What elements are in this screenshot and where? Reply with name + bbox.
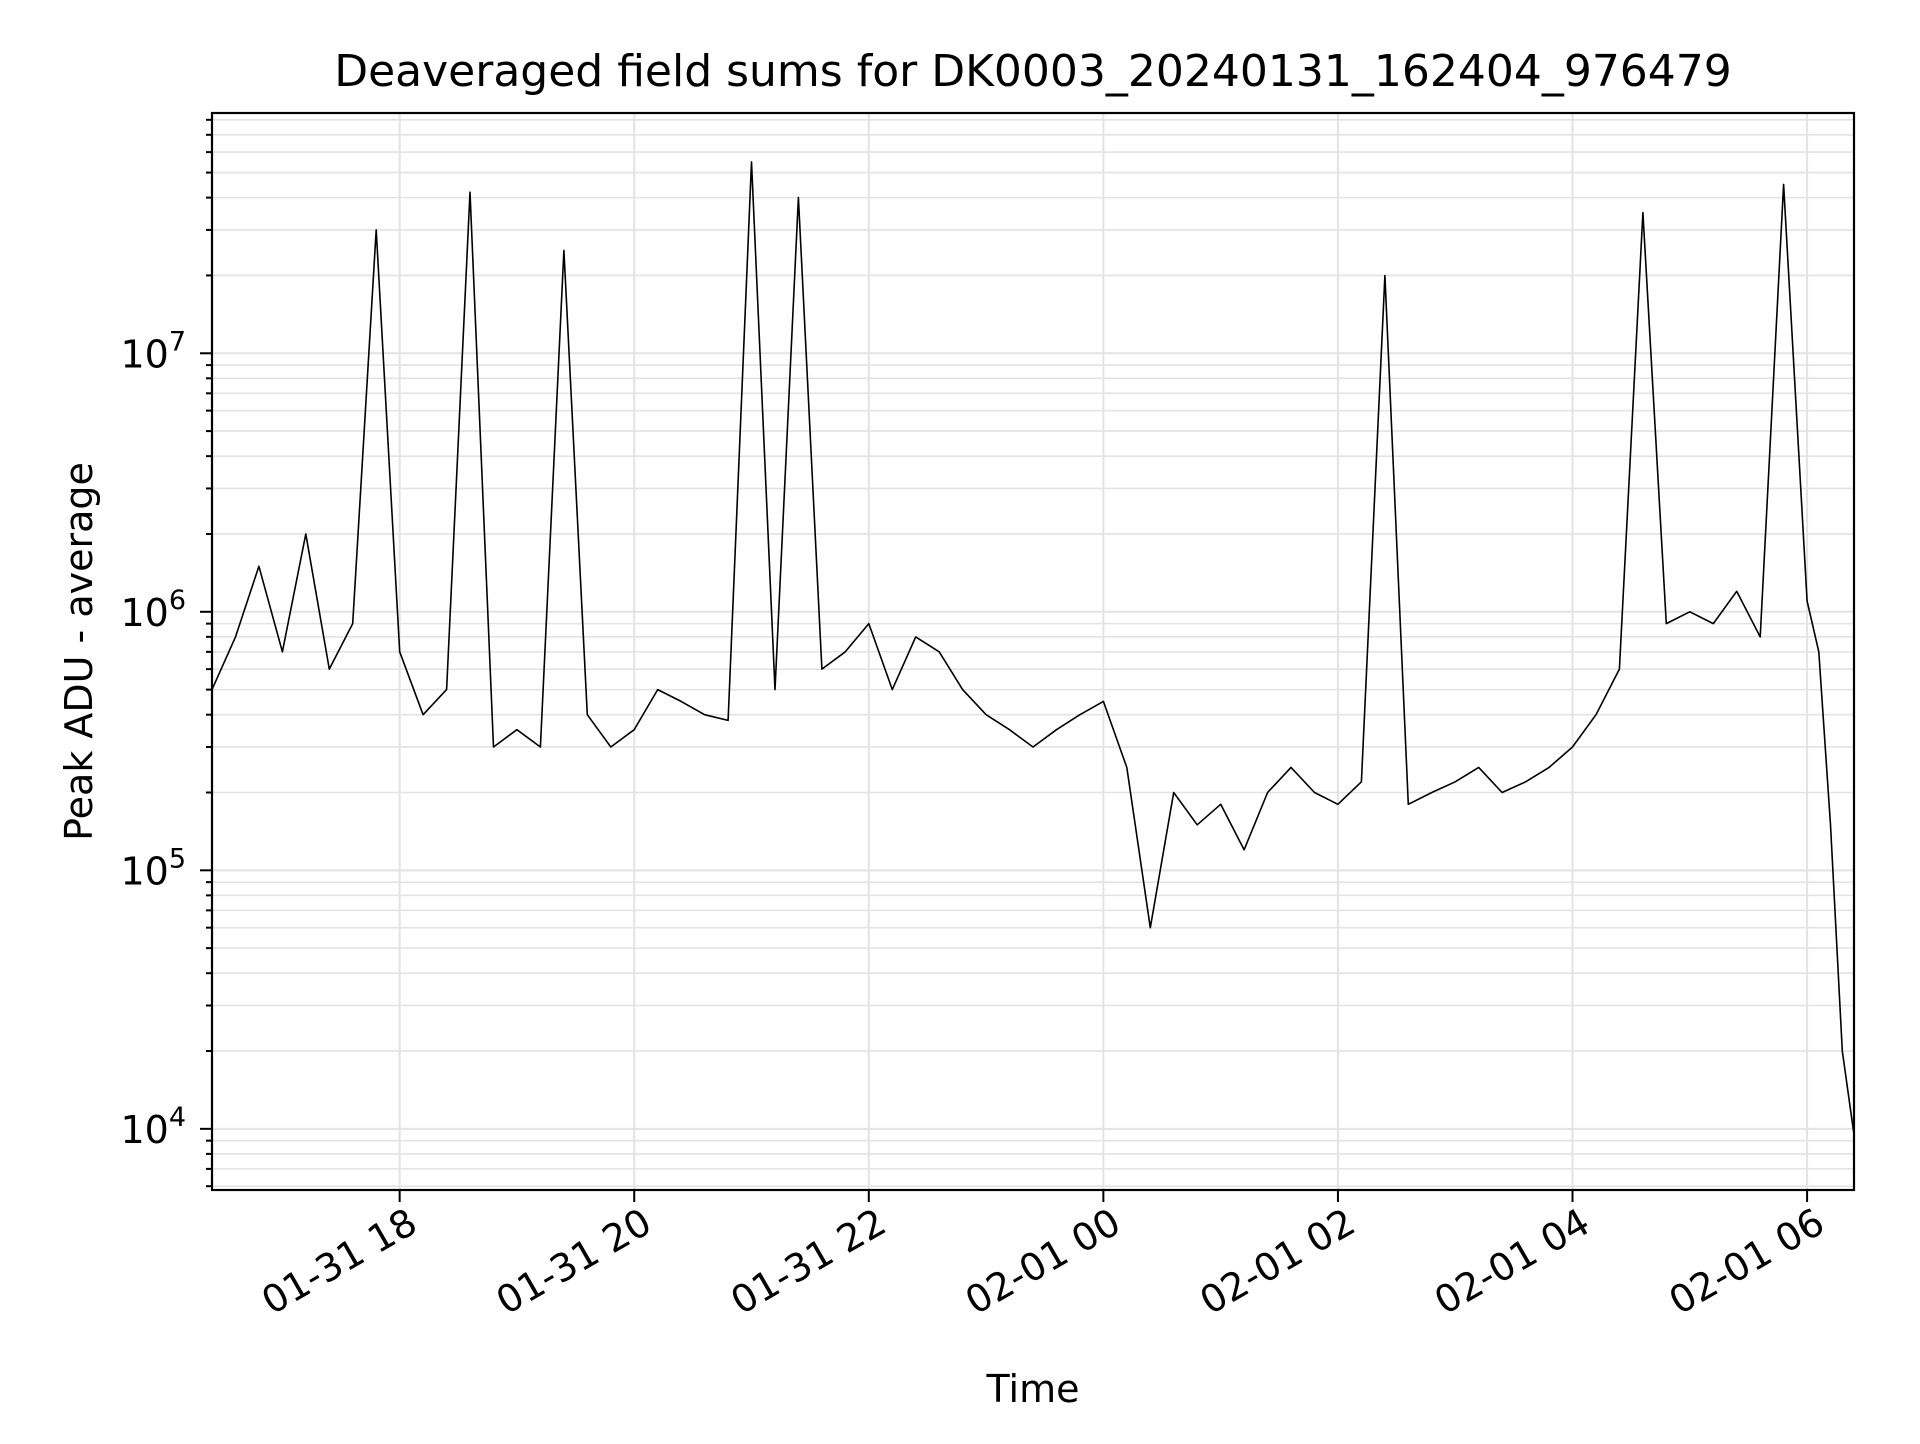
y-tick-label: 107 bbox=[120, 326, 186, 376]
x-axis-label: Time bbox=[986, 1367, 1080, 1411]
series-line bbox=[211, 161, 1855, 1135]
grid-lines bbox=[212, 113, 1854, 1190]
y-tick-label: 105 bbox=[120, 843, 186, 893]
y-tick-label: 106 bbox=[120, 585, 186, 635]
y-axis-label: Peak ADU - average bbox=[57, 462, 101, 841]
series-layer bbox=[211, 161, 1855, 1135]
chart-title: Deaveraged field sums for DK0003_2024013… bbox=[334, 46, 1732, 97]
y-tick-label: 104 bbox=[120, 1102, 186, 1152]
